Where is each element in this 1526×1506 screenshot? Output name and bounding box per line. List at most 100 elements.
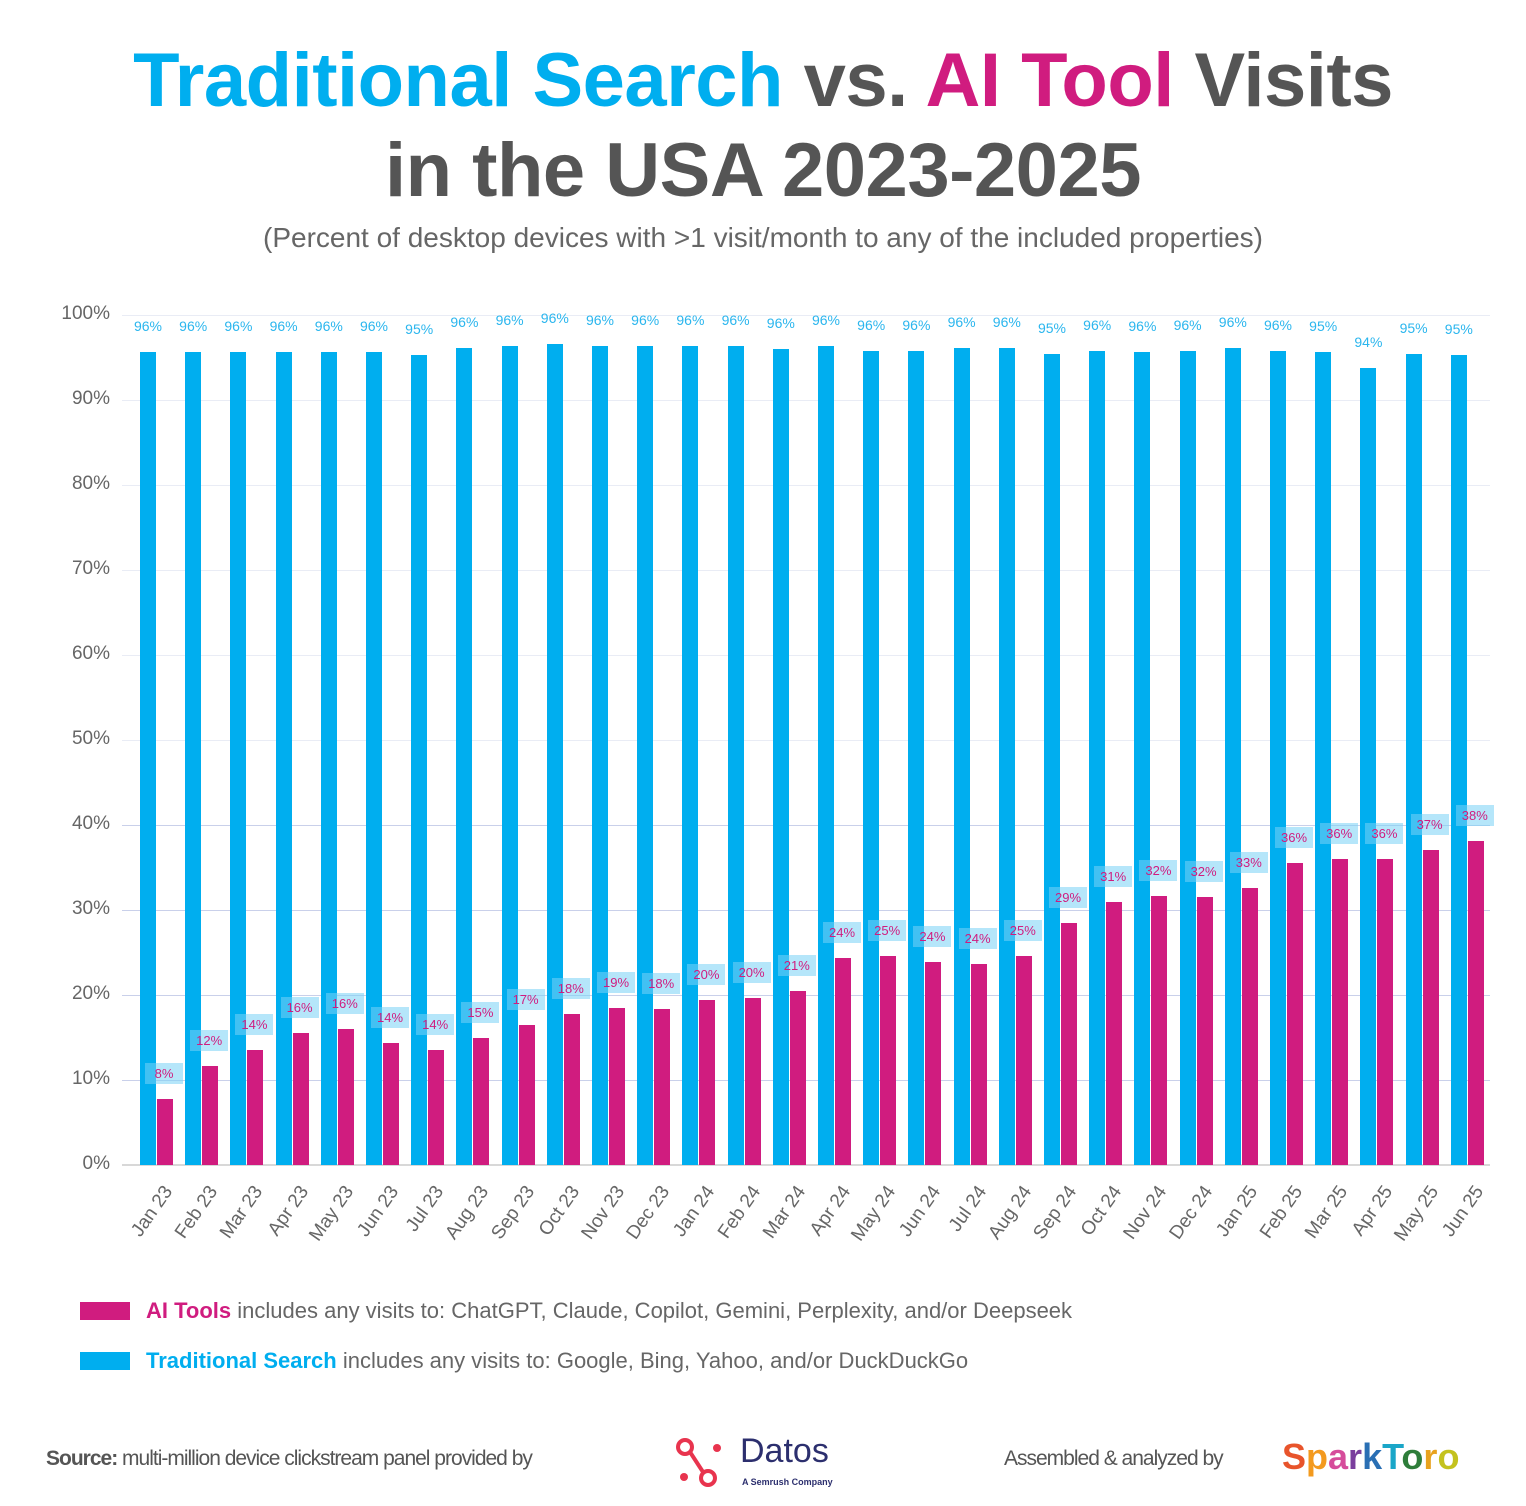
ai-tools-value-label: 24% xyxy=(913,925,952,947)
title-visits: Visits xyxy=(1173,38,1394,123)
traditional-search-bar xyxy=(185,351,202,1165)
traditional-search-value-label: 96% xyxy=(269,317,298,334)
ai-tools-bar xyxy=(835,958,851,1165)
ai-tools-bar xyxy=(157,1098,173,1165)
legend-item-traditional-search: Traditional Search includes any visits t… xyxy=(80,1348,968,1374)
traditional-search-value-label: 96% xyxy=(314,317,343,334)
title-traditional-search: Traditional Search xyxy=(133,38,783,123)
y-axis-tick: 30% xyxy=(71,898,110,919)
traditional-search-bar xyxy=(411,354,428,1165)
traditional-search-bar xyxy=(908,350,925,1165)
x-axis-line xyxy=(122,1164,1490,1166)
ai-tools-bar xyxy=(518,1024,535,1165)
traditional-search-bar xyxy=(230,351,247,1165)
ai-tools-swatch xyxy=(80,1302,130,1320)
ai-tools-value-label: 14% xyxy=(416,1014,455,1036)
traditional-search-bar xyxy=(1270,350,1286,1165)
traditional-search-value-label: 96% xyxy=(224,317,253,334)
ai-tools-value-label: 17% xyxy=(506,988,545,1010)
traditional-search-value-label: 96% xyxy=(1128,318,1157,335)
legend-ai-name: AI Tools xyxy=(146,1298,232,1323)
traditional-search-value-label: 96% xyxy=(902,316,931,333)
sparktoro-letter: r xyxy=(1423,1436,1438,1477)
traditional-search-bar xyxy=(998,348,1015,1165)
ai-tools-value-label: 38% xyxy=(1455,805,1494,827)
ai-tools-bar xyxy=(1422,849,1439,1165)
traditional-search-value-label: 95% xyxy=(405,320,434,337)
ai-tools-bar xyxy=(970,963,987,1165)
ai-tools-bar xyxy=(473,1038,490,1165)
sparktoro-letter: a xyxy=(1328,1436,1349,1477)
traditional-search-value-label: 96% xyxy=(631,312,660,329)
y-axis-tick: 0% xyxy=(82,1153,110,1174)
traditional-search-value-label: 96% xyxy=(811,311,841,328)
ai-tools-value-label: 18% xyxy=(642,973,681,995)
ai-tools-bar xyxy=(880,955,897,1165)
traditional-search-value-label: 95% xyxy=(1037,320,1067,337)
traditional-search-bar xyxy=(1315,352,1332,1165)
y-axis-tick: 20% xyxy=(71,983,110,1004)
y-axis-tick: 10% xyxy=(71,1068,110,1089)
ai-tools-value-label: 19% xyxy=(597,971,635,993)
ai-tools-value-label: 16% xyxy=(325,993,364,1014)
gridline xyxy=(122,1080,1490,1081)
traditional-search-bar xyxy=(1405,354,1422,1165)
gridline xyxy=(122,570,1490,571)
traditional-search-bar xyxy=(592,346,608,1165)
ai-tools-bar xyxy=(1241,887,1258,1165)
traditional-search-value-label: 96% xyxy=(133,317,163,334)
ai-tools-bar xyxy=(292,1033,309,1165)
traditional-search-bar xyxy=(772,349,789,1165)
traditional-search-value-label: 96% xyxy=(992,314,1021,331)
gridline xyxy=(122,400,1490,401)
y-axis-tick: 40% xyxy=(71,813,110,834)
ai-tools-bar xyxy=(1377,859,1394,1165)
ai-tools-value-label: 32% xyxy=(1184,861,1223,883)
traditional-search-bar xyxy=(320,351,337,1165)
traditional-search-bar xyxy=(1089,350,1106,1165)
bar-chart: 0% 10% 20% 30% 40% 50% 60% 70% 80% 90% 100% 96% 8% Ja… xyxy=(61,303,1494,1245)
traditional-search-bar xyxy=(275,351,292,1165)
assembled-note: Assembled & analyzed by xyxy=(1004,1447,1224,1470)
traditional-search-value-label: 96% xyxy=(179,317,208,334)
ai-tools-value-label: 8% xyxy=(145,1062,183,1084)
ai-tools-bar xyxy=(1196,897,1213,1165)
ai-tools-value-label: 14% xyxy=(371,1006,409,1028)
ai-tools-bar xyxy=(744,997,761,1165)
title-vs: vs. xyxy=(782,38,926,123)
sparktoro-letter: T xyxy=(1382,1436,1402,1477)
ai-tools-bar xyxy=(1015,955,1032,1165)
ai-tools-bar xyxy=(699,1000,716,1165)
ai-tools-bar xyxy=(1332,859,1349,1165)
traditional-search-value-label: 96% xyxy=(540,309,569,326)
traditional-search-value-label: 96% xyxy=(721,311,750,328)
legend-search-desc: includes any visits to: Google, Bing, Ya… xyxy=(336,1348,969,1373)
ai-tools-bar xyxy=(1151,895,1168,1165)
traditional-search-bar xyxy=(366,351,382,1165)
traditional-search-value-label: 96% xyxy=(495,311,524,328)
y-axis-tick: 70% xyxy=(71,558,110,579)
traditional-search-value-label: 96% xyxy=(1083,316,1112,333)
traditional-search-value-label: 96% xyxy=(1263,316,1293,333)
traditional-search-bar xyxy=(727,345,744,1165)
ai-tools-bar xyxy=(1061,922,1077,1165)
source-text: multi-million device clickstream panel p… xyxy=(117,1447,533,1470)
legend-ai-desc: includes any visits to: ChatGPT, Claude,… xyxy=(231,1298,1073,1323)
chart-subtitle: (Percent of desktop devices with >1 visi… xyxy=(263,222,1263,253)
sparktoro-logo: SparkToro xyxy=(1282,1436,1459,1478)
traditional-search-value-label: 95% xyxy=(1444,320,1473,337)
source-label: Source: xyxy=(46,1447,118,1470)
ai-tools-value-label: 18% xyxy=(551,977,590,999)
ai-tools-bar xyxy=(247,1050,264,1165)
y-axis-tick: 60% xyxy=(71,643,110,664)
traditional-search-value-label: 96% xyxy=(359,317,389,334)
sparktoro-letter: r xyxy=(1348,1436,1363,1477)
traditional-search-value-label: 96% xyxy=(585,312,615,329)
traditional-search-bar xyxy=(637,346,654,1165)
chart-title-line1: Traditional Search vs. AI Tool Visits xyxy=(0,38,1526,124)
ai-tools-value-label: 16% xyxy=(280,997,319,1019)
traditional-search-swatch xyxy=(80,1352,130,1370)
ai-tools-bar xyxy=(789,990,806,1165)
ai-tools-value-label: 21% xyxy=(777,954,816,976)
ai-tools-bar xyxy=(925,961,942,1165)
